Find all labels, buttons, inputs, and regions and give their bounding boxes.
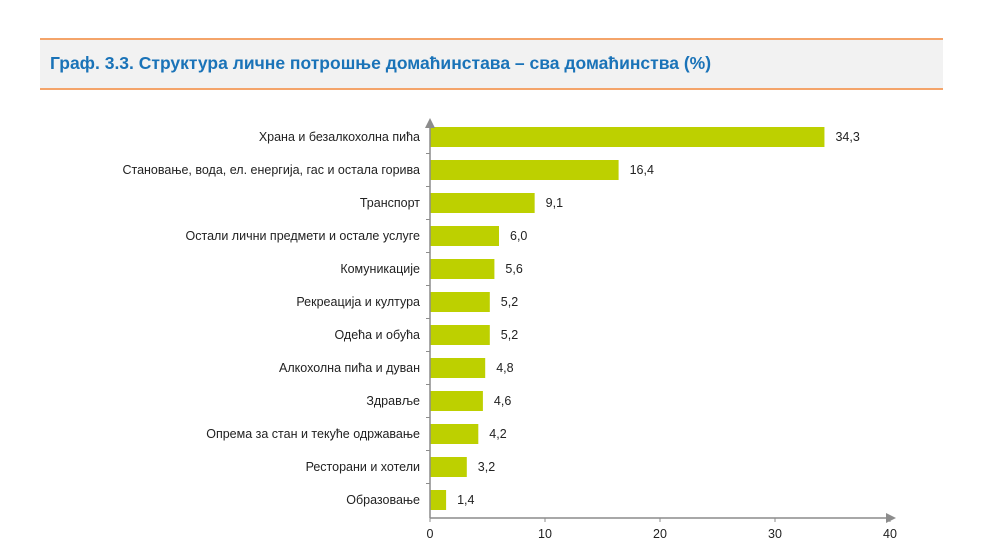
bar <box>430 226 499 246</box>
bar <box>430 127 825 147</box>
x-tick-label: 40 <box>883 527 897 541</box>
x-tick-label: 0 <box>427 527 434 541</box>
category-label: Комуникације <box>340 262 420 276</box>
chart-title: Граф. 3.3. Структура личне потрошње дома… <box>50 53 712 73</box>
value-label: 5,6 <box>505 262 522 276</box>
bar <box>430 292 490 312</box>
category-label: Транспорт <box>360 196 420 210</box>
bar <box>430 490 447 510</box>
category-label: Рекреација и култура <box>296 295 420 309</box>
category-label: Одећа и обућа <box>334 328 420 342</box>
value-label: 9,1 <box>546 196 563 210</box>
x-tick-label: 10 <box>538 527 552 541</box>
value-label: 4,2 <box>489 427 506 441</box>
category-label: Остали лични предмети и остале услуге <box>186 229 421 243</box>
bar <box>430 457 467 477</box>
bar <box>430 391 483 411</box>
category-label: Ресторани и хотели <box>306 460 420 474</box>
y-axis-arrow-icon <box>425 118 435 128</box>
value-label: 5,2 <box>501 295 518 309</box>
category-label: Опрема за стан и текуће одржавање <box>206 427 420 441</box>
category-label: Храна и безалкохолна пића <box>259 130 420 144</box>
value-label: 4,6 <box>494 394 511 408</box>
bar <box>430 160 619 180</box>
bar <box>430 193 535 213</box>
value-label: 1,4 <box>457 493 474 507</box>
bar <box>430 325 490 345</box>
x-tick-label: 20 <box>653 527 667 541</box>
bar <box>430 424 479 444</box>
category-label: Алкохолна пића и дуван <box>279 361 420 375</box>
bar <box>430 259 495 279</box>
value-label: 16,4 <box>630 163 654 177</box>
category-label: Становање, вода, ел. енергија, гас и ост… <box>122 163 420 177</box>
category-label: Образовање <box>346 493 420 507</box>
value-label: 5,2 <box>501 328 518 342</box>
bar <box>430 358 486 378</box>
chart-title-band: Граф. 3.3. Структура личне потрошње дома… <box>40 38 943 90</box>
x-axis-arrow-icon <box>886 513 896 523</box>
x-tick-label: 30 <box>768 527 782 541</box>
value-label: 6,0 <box>510 229 527 243</box>
category-label: Здравље <box>366 394 420 408</box>
value-label: 3,2 <box>478 460 495 474</box>
value-label: 34,3 <box>835 130 859 144</box>
value-label: 4,8 <box>496 361 513 375</box>
